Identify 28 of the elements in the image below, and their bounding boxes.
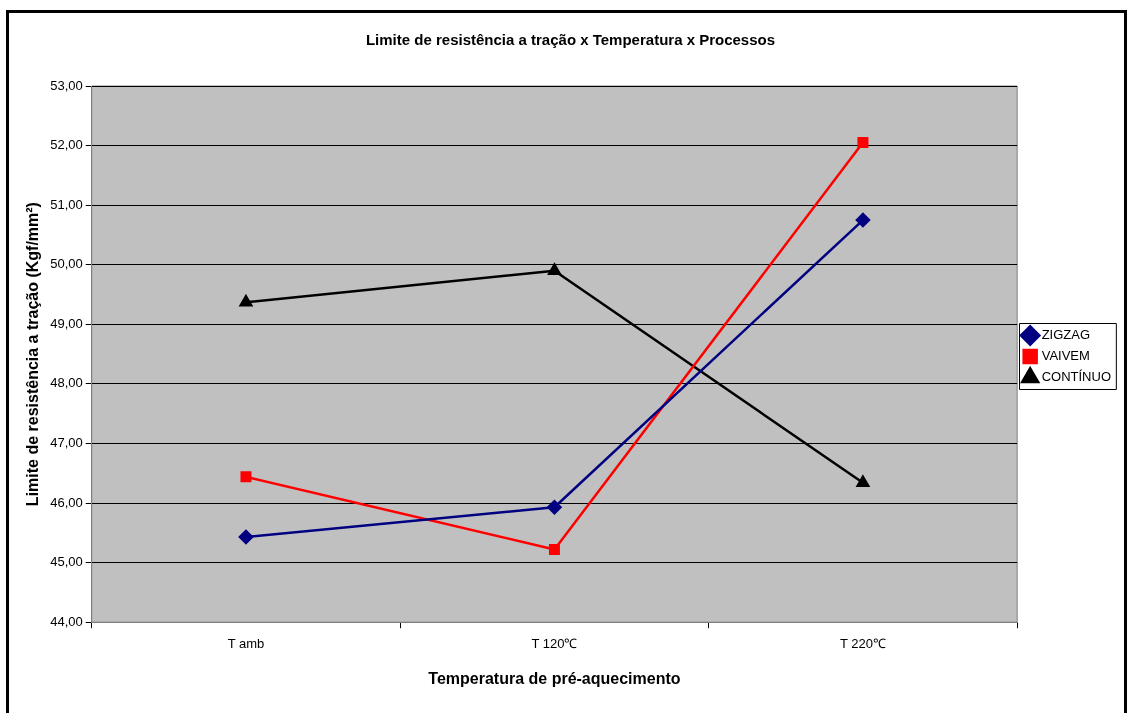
y-tick-label: 50,00 bbox=[50, 256, 83, 272]
point bbox=[855, 212, 871, 228]
y-tick-label: 45,00 bbox=[50, 554, 83, 570]
legend-label: CONTÍNUO bbox=[1041, 369, 1112, 385]
y-tick-label: 52,00 bbox=[50, 137, 83, 153]
point bbox=[548, 544, 560, 556]
chart-title: Limite de resistência a tração x Temperatura x Processos bbox=[365, 31, 776, 49]
y-tick-label: 46,00 bbox=[50, 494, 83, 510]
point bbox=[547, 499, 562, 515]
point bbox=[856, 475, 870, 488]
x-tick-label: T 120℃ bbox=[531, 635, 578, 651]
x-axis-title: Temperatura de pré-aquecimento bbox=[428, 669, 681, 687]
point bbox=[239, 295, 253, 307]
y-tick-label: 51,00 bbox=[50, 196, 83, 212]
point bbox=[240, 471, 252, 483]
x-tick-label: T amb bbox=[227, 635, 265, 651]
y-tick-label: 44,00 bbox=[50, 613, 83, 629]
y-tick-label: 53,00 bbox=[50, 77, 83, 93]
y-tick-label: 48,00 bbox=[50, 375, 83, 391]
y-axis-title: Limite de resistência a tração (Kgf/mm²) bbox=[24, 202, 42, 507]
point bbox=[857, 137, 869, 149]
y-tick-label: 49,00 bbox=[50, 315, 83, 331]
y-tick-label: 47,00 bbox=[50, 435, 83, 451]
x-tick-label: T 220℃ bbox=[839, 635, 886, 651]
point bbox=[238, 529, 254, 545]
legend-label: ZIGZAG bbox=[1041, 327, 1091, 343]
point bbox=[548, 263, 561, 275]
legend-label: VAIVEM bbox=[1041, 348, 1090, 364]
